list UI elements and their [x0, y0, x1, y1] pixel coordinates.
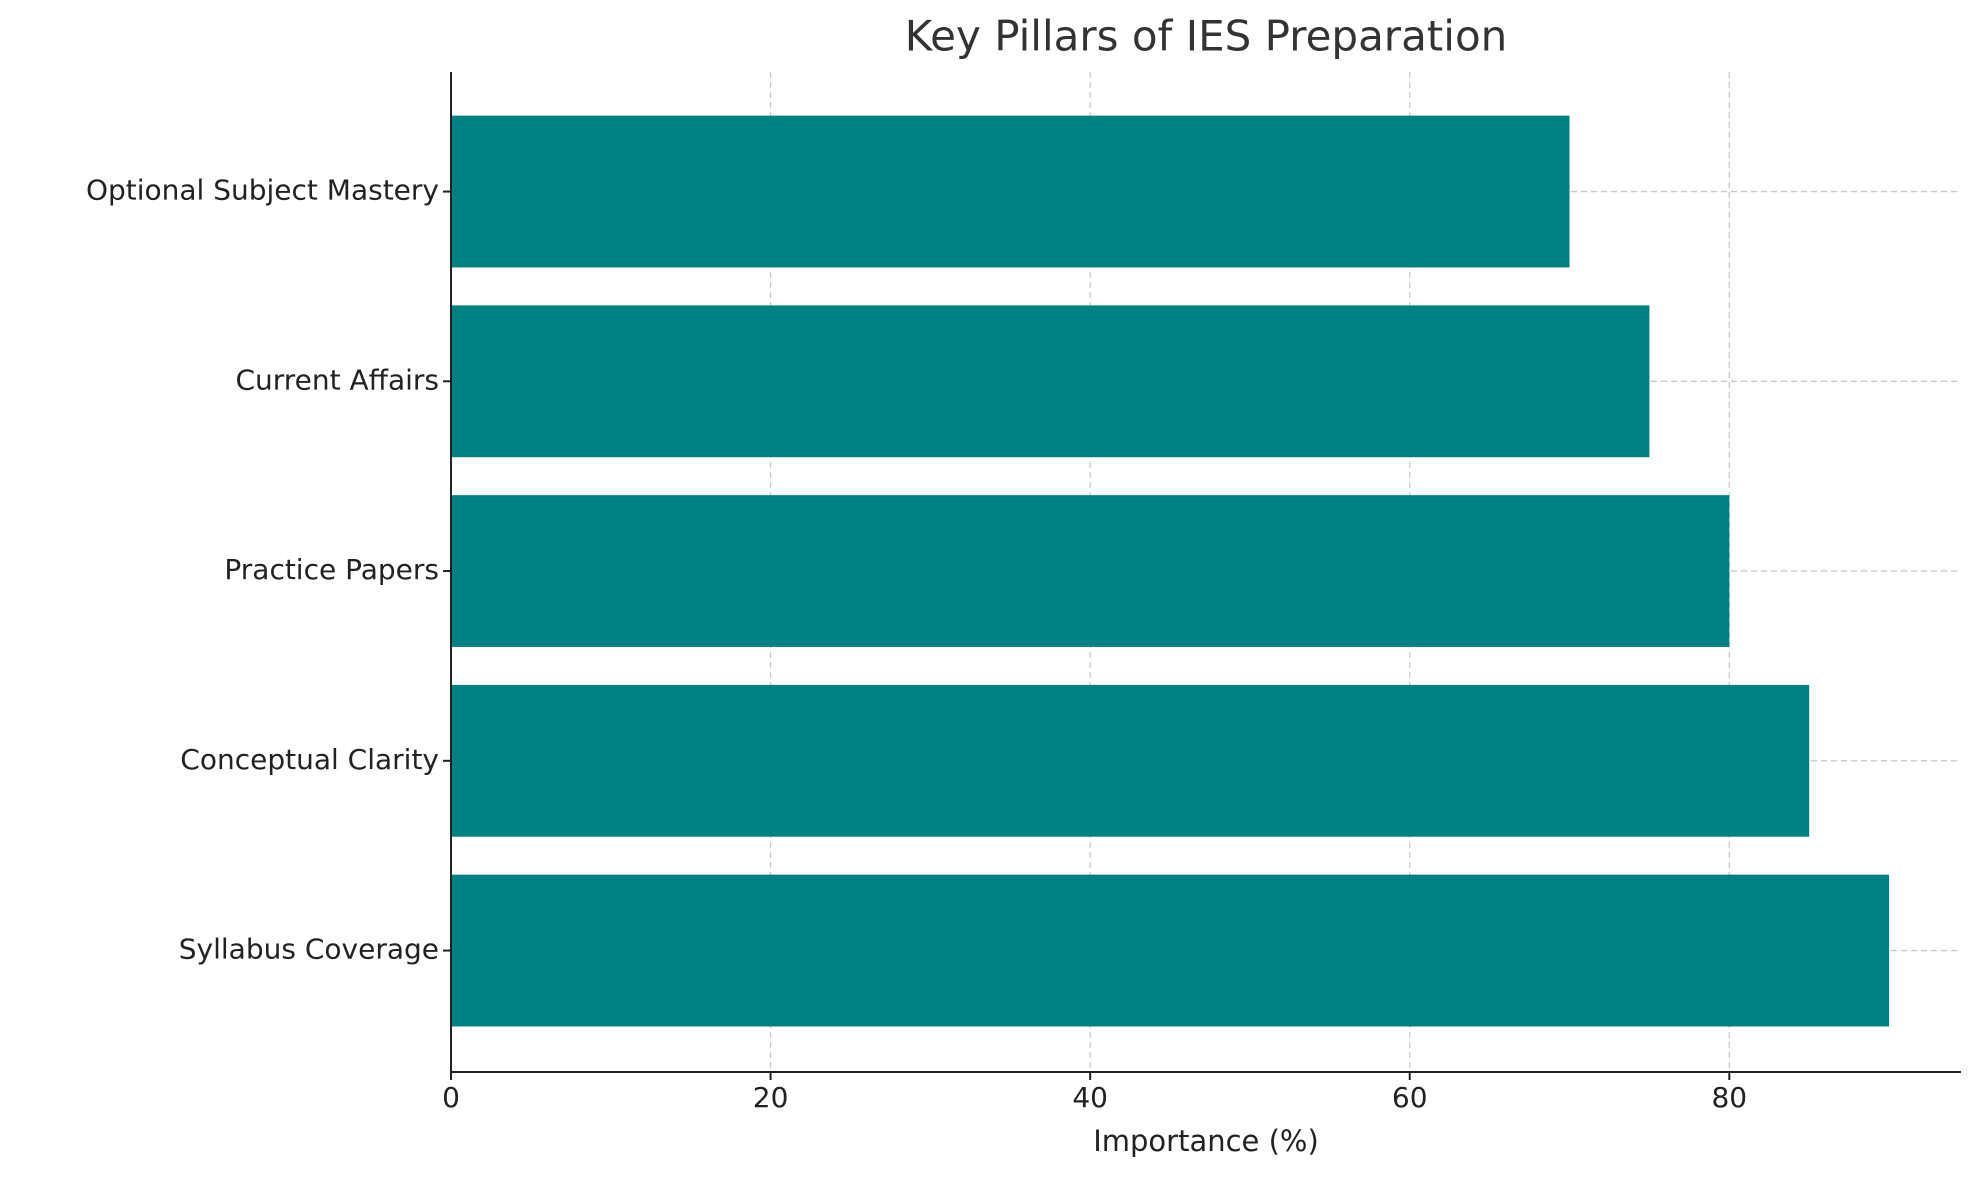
- x-tick-label: 0: [442, 1081, 460, 1114]
- chart-title: Key Pillars of IES Preparation: [905, 12, 1508, 61]
- y-tick-label: Practice Papers: [224, 553, 439, 586]
- y-tick-label: Conceptual Clarity: [180, 743, 439, 776]
- bar: [451, 495, 1730, 647]
- y-tick-label: Syllabus Coverage: [179, 933, 439, 966]
- y-tick-label: Optional Subject Mastery: [86, 174, 439, 207]
- x-tick-label: 20: [753, 1081, 789, 1114]
- y-tick-label: Current Affairs: [235, 363, 439, 396]
- x-axis-label: Importance (%): [1093, 1124, 1319, 1158]
- bar: [451, 305, 1650, 458]
- bar: [451, 115, 1570, 268]
- x-tick-label: 80: [1711, 1081, 1747, 1114]
- bar: [451, 874, 1890, 1027]
- x-tick-label: 40: [1072, 1081, 1108, 1114]
- bar: [451, 684, 1810, 837]
- x-tick-label: 60: [1392, 1081, 1428, 1114]
